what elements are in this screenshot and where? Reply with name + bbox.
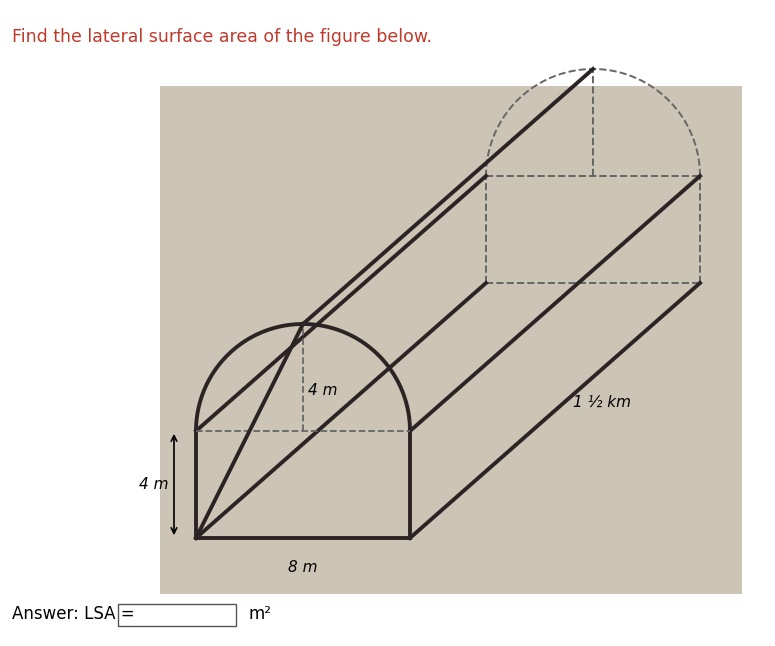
Text: m²: m² bbox=[248, 605, 271, 623]
Text: 1 ½ km: 1 ½ km bbox=[573, 395, 631, 410]
Text: Find the lateral surface area of the figure below.: Find the lateral surface area of the fig… bbox=[12, 28, 432, 46]
Text: Answer: LSA =: Answer: LSA = bbox=[12, 605, 135, 623]
Bar bbox=[160, 86, 742, 594]
Text: 4 m: 4 m bbox=[139, 477, 168, 492]
Text: 8 m: 8 m bbox=[288, 560, 318, 575]
Text: 4 m: 4 m bbox=[308, 383, 337, 398]
FancyBboxPatch shape bbox=[118, 604, 236, 626]
